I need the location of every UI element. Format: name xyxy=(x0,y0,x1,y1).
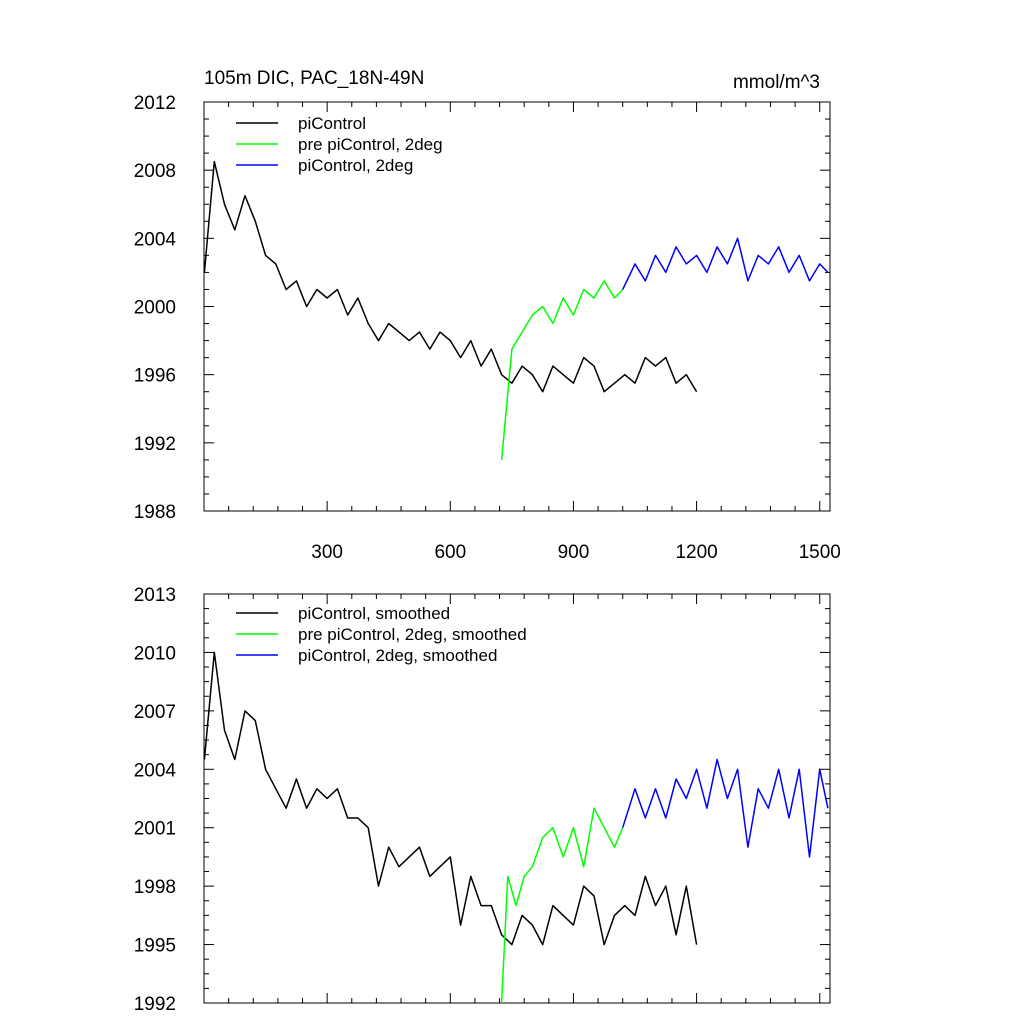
bottom-series-lines xyxy=(203,651,829,1004)
y-tick-label: 1992 xyxy=(134,434,176,455)
x-tick-label: 300 xyxy=(311,542,343,563)
x-tick-label: 1200 xyxy=(675,542,717,563)
x-tick-label: 1500 xyxy=(799,542,841,563)
series-line xyxy=(203,651,698,946)
top-legend: piControl pre piControl, 2deg piControl, 2… xyxy=(236,114,443,175)
y-tick-label: 2012 xyxy=(134,93,176,114)
series-line xyxy=(500,807,624,1004)
x-tick-label: 600 xyxy=(434,542,466,563)
y-tick-label: 2013 xyxy=(134,585,176,606)
series-line xyxy=(622,237,829,290)
legend-label: piControl xyxy=(298,114,366,133)
legend-label: piControl, 2deg, smoothed xyxy=(298,646,497,665)
legend-label: piControl, smoothed xyxy=(298,604,450,623)
y-tick-label: 2004 xyxy=(134,760,177,781)
units-label: mmol/m^3 xyxy=(733,72,820,93)
top-axis-ticks: 1988 1992 1996 2000 2004 2008 2012 300 600 900 120… xyxy=(134,93,841,563)
top-series-lines xyxy=(203,160,829,460)
legend-label: pre piControl, 2deg xyxy=(298,135,443,154)
series-line xyxy=(500,280,624,460)
y-tick-label: 2010 xyxy=(134,643,176,664)
series-line xyxy=(203,160,698,393)
chart-title: 105m DIC, PAC_18N-49N xyxy=(204,68,424,89)
y-tick-label: 1992 xyxy=(134,994,176,1015)
y-tick-label: 2004 xyxy=(134,229,177,250)
y-tick-label: 2001 xyxy=(134,819,176,840)
y-tick-label: 1998 xyxy=(134,877,176,898)
y-tick-label: 1988 xyxy=(134,502,176,523)
y-tick-label: 1996 xyxy=(134,366,176,387)
x-tick-label: 900 xyxy=(558,542,590,563)
legend-label: piControl, 2deg xyxy=(298,156,413,175)
y-tick-label: 2000 xyxy=(134,298,176,319)
y-tick-label: 2007 xyxy=(134,702,176,723)
bottom-axis-ticks: 1992 1995 1998 2001 2004 2007 2010 2013 xyxy=(134,585,830,1015)
y-tick-label: 2008 xyxy=(134,161,176,182)
series-line xyxy=(621,758,829,858)
legend-label: pre piControl, 2deg, smoothed xyxy=(298,625,527,644)
y-tick-label: 1995 xyxy=(134,936,176,957)
bottom-legend: piControl, smoothed pre piControl, 2deg, … xyxy=(236,604,527,665)
